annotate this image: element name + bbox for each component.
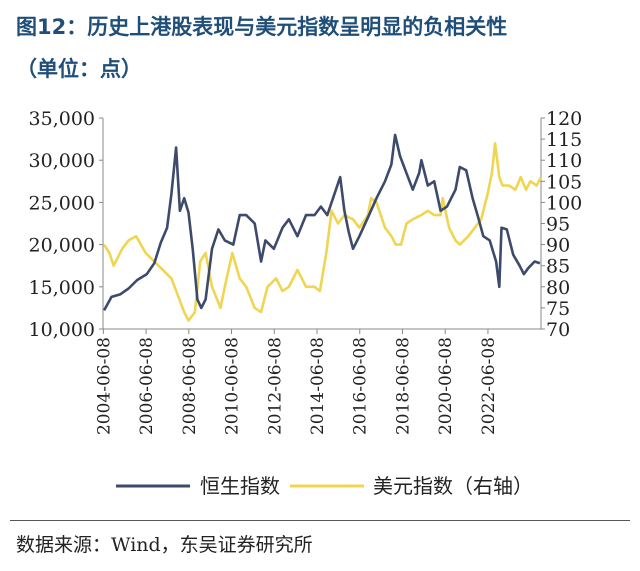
right-tick-label: 115 <box>546 129 582 151</box>
chart-legend: 恒生指数 美元指数（右轴） <box>116 474 533 498</box>
source-note: 数据来源：Wind，东吴证券研究所 <box>16 530 313 557</box>
right-tick-label: 85 <box>546 256 570 278</box>
figure-title: 图12：历史上港股表现与美元指数呈明显的负相关性 （单位：点） <box>16 6 626 90</box>
right-tick-label: 105 <box>546 171 582 193</box>
x-tick-label: 2004-06-08 <box>94 337 114 435</box>
chart-series <box>102 133 543 322</box>
left-tick-label: 15,000 <box>29 277 95 299</box>
right-tick-label: 70 <box>546 319 570 341</box>
x-tick-label: 2008-06-08 <box>180 337 200 435</box>
chart-axes: 10,000 15,000 20,000 25,000 30,000 35,000 7075… <box>29 108 583 435</box>
x-tick-label: 2006-06-08 <box>137 337 157 435</box>
x-tick-label: 2010-06-08 <box>223 337 243 435</box>
right-tick-label: 95 <box>546 214 570 236</box>
footer-divider <box>10 520 630 521</box>
left-tick-label: 30,000 <box>29 150 95 172</box>
legend-dxy-label: 美元指数（右轴） <box>373 474 533 498</box>
right-tick-label: 75 <box>546 298 570 320</box>
x-tick-label: 2014-06-08 <box>308 337 328 435</box>
figure-title-line2: （单位：点） <box>16 57 142 81</box>
hsi-series-line <box>102 133 541 312</box>
x-tick-label: 2012-06-08 <box>265 337 285 435</box>
right-tick-label: 120 <box>546 108 582 130</box>
x-tick-label: 2016-06-08 <box>351 337 371 435</box>
figure-title-line1: 图12：历史上港股表现与美元指数呈明显的负相关性 <box>16 15 508 39</box>
left-tick-label: 10,000 <box>29 319 95 341</box>
legend-hsi-label: 恒生指数 <box>200 474 280 498</box>
x-tick-label: 2020-06-08 <box>436 337 456 435</box>
right-tick-label: 100 <box>546 192 582 214</box>
left-tick-label: 25,000 <box>29 192 95 214</box>
right-tick-label: 80 <box>546 277 570 299</box>
dxy-series-line <box>103 142 543 322</box>
source-text: Wind，东吴证券研究所 <box>111 534 313 556</box>
x-tick-label: 2018-06-08 <box>393 337 413 435</box>
left-tick-label: 20,000 <box>29 235 95 257</box>
source-label: 数据来源： <box>16 534 112 556</box>
left-tick-label: 35,000 <box>29 108 95 130</box>
right-tick-label: 90 <box>546 235 570 257</box>
right-tick-label: 110 <box>546 150 582 172</box>
x-tick-label: 2022-06-08 <box>479 337 499 435</box>
dual-axis-line-chart: 10,000 15,000 20,000 25,000 30,000 35,000 7075… <box>29 108 583 498</box>
